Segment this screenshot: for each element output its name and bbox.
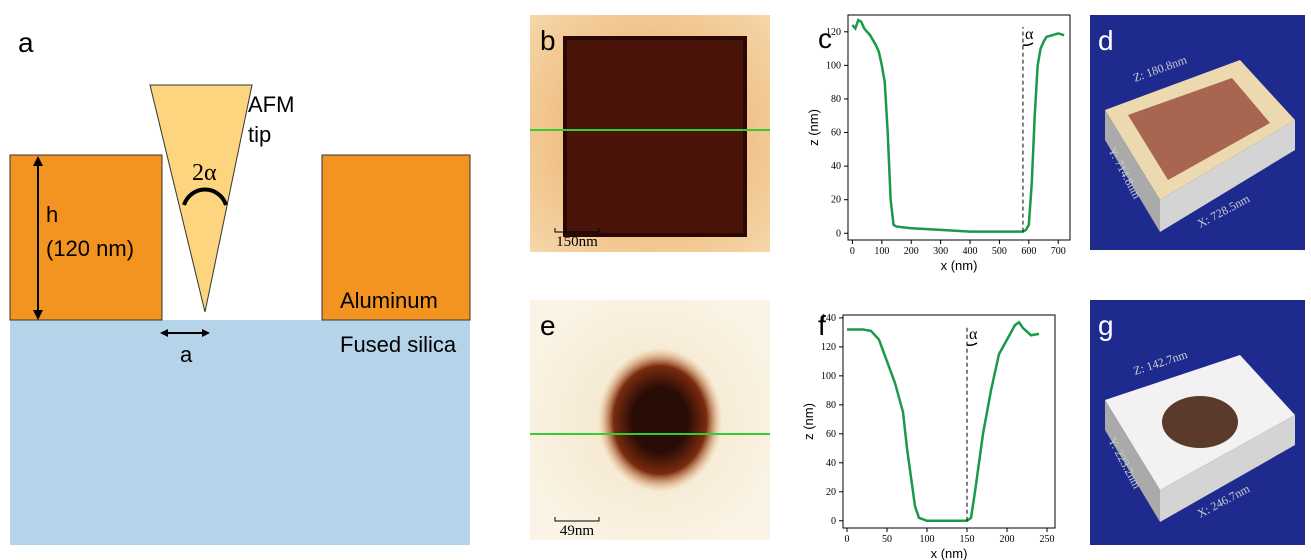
render-side (1160, 415, 1295, 522)
arrow-head (160, 329, 168, 337)
render-hole (1128, 78, 1270, 180)
panel-letter: c (818, 23, 832, 54)
y-tick-label: 100 (826, 60, 841, 71)
panel-letter: g (1098, 310, 1114, 341)
y-tick-label: 60 (831, 128, 841, 139)
x-tick-label: 200 (1000, 534, 1015, 545)
x-tick-label: 0 (845, 534, 850, 545)
x-tick-label: 600 (1021, 246, 1036, 257)
y-tick-label: 20 (831, 195, 841, 206)
arrow-head (202, 329, 210, 337)
height-label: h (46, 202, 58, 227)
width-label: a (180, 342, 193, 367)
render-side (1105, 400, 1160, 522)
y-tick-label: 40 (826, 458, 836, 469)
layer-label: Aluminum (340, 288, 438, 313)
panel-letter: b (540, 25, 556, 56)
x-tick-label: 50 (882, 534, 892, 545)
x-axis-label: x (nm) (941, 258, 978, 273)
y-tick-label: 120 (826, 27, 841, 38)
panel-letter: f (818, 310, 826, 341)
afm-tip (149, 84, 253, 313)
y-tick-label: 80 (826, 400, 836, 411)
height-label: (120 nm) (46, 236, 134, 261)
x-axis-label: x (nm) (931, 546, 968, 560)
tip-label: tip (248, 122, 271, 147)
angle-label: 2α (192, 160, 217, 186)
x-tick-label: 500 (992, 246, 1007, 257)
angle-arc (182, 187, 228, 206)
x-tick-label: 100 (874, 246, 889, 257)
plot-frame (847, 14, 1071, 241)
y-tick-label: 140 (821, 313, 836, 324)
plot-frame (842, 314, 1056, 529)
scale-label: 49nm (560, 523, 595, 539)
layer-label: Fused silica (340, 332, 457, 357)
substrate (10, 320, 470, 545)
scale-bar (554, 517, 600, 522)
data-line (851, 18, 1065, 233)
y-tick-label: 60 (826, 429, 836, 440)
annotation: α (1025, 26, 1034, 43)
y-tick-label: 80 (831, 94, 841, 105)
y-tick-label: 0 (831, 516, 836, 527)
y-tick-label: 100 (821, 371, 836, 382)
aluminum-block (9, 154, 163, 321)
panel-letter: a (18, 27, 34, 58)
hole (563, 36, 747, 237)
panel-letter: d (1098, 25, 1114, 56)
y-tick-label: 40 (831, 161, 841, 172)
render-side (1105, 110, 1160, 232)
y-tick-label: 0 (836, 228, 841, 239)
y-axis-label: z (nm) (801, 403, 816, 440)
x-tick-label: 250 (1040, 534, 1055, 545)
x-tick-label: 200 (904, 246, 919, 257)
angle-arc (966, 342, 978, 346)
hole (598, 348, 722, 492)
panel-letter: e (540, 310, 556, 341)
x-tick-label: 150 (960, 534, 975, 545)
x-tick-label: 100 (920, 534, 935, 545)
arrow-head (33, 156, 43, 166)
render-hole (1162, 396, 1238, 448)
x-tick-label: 0 (850, 246, 855, 257)
render-side (1160, 120, 1295, 232)
angle-arc (1022, 42, 1034, 46)
x-tick-label: 700 (1051, 246, 1066, 257)
annotation: α (969, 326, 978, 343)
scale-label: 150nm (556, 234, 598, 250)
y-tick-label: 120 (821, 342, 836, 353)
tip-label: AFM (248, 92, 294, 117)
x-tick-label: 300 (933, 246, 948, 257)
y-axis-label: z (nm) (806, 109, 821, 146)
data-line (847, 320, 1040, 523)
aluminum-block (321, 154, 471, 321)
x-tick-label: 400 (963, 246, 978, 257)
arrow-head (33, 310, 43, 320)
y-tick-label: 20 (826, 487, 836, 498)
scale-bar (554, 228, 600, 233)
